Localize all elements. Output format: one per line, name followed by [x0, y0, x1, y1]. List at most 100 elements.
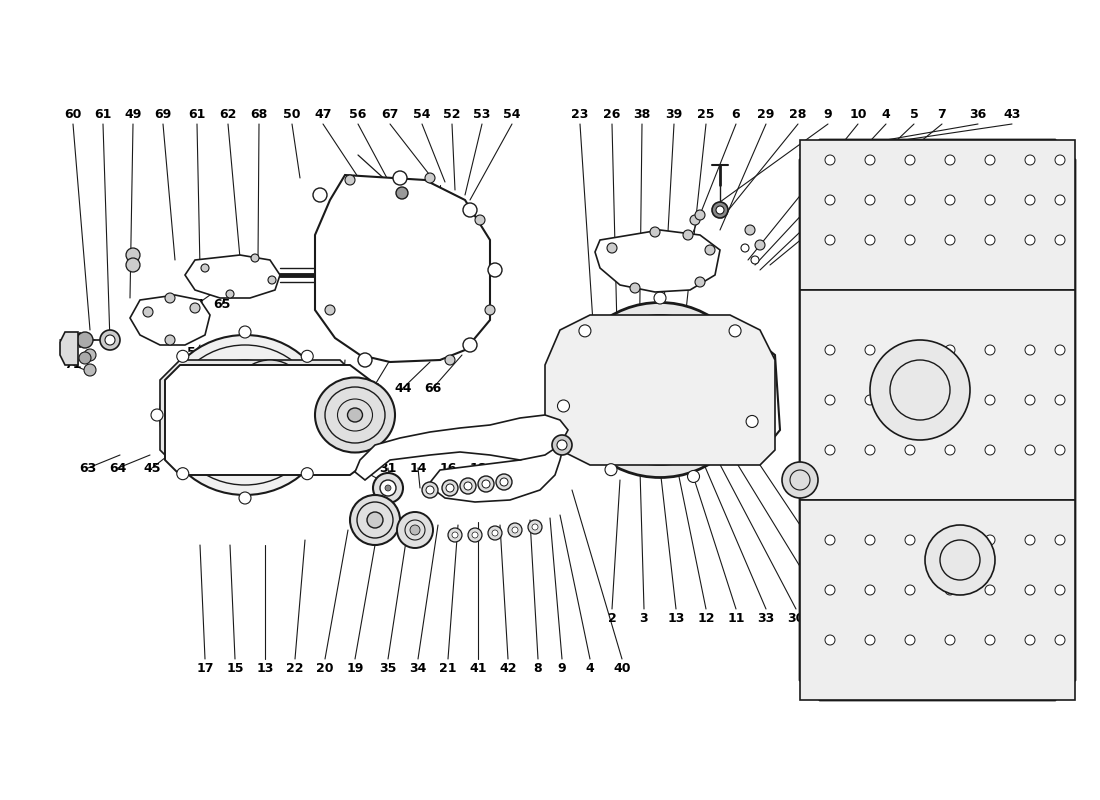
Circle shape — [865, 345, 874, 355]
Circle shape — [984, 195, 996, 205]
Circle shape — [478, 476, 494, 492]
Circle shape — [492, 530, 498, 536]
Circle shape — [905, 345, 915, 355]
Circle shape — [165, 293, 175, 303]
Polygon shape — [165, 365, 370, 475]
Circle shape — [745, 225, 755, 235]
Text: 9: 9 — [558, 662, 566, 674]
Text: 27: 27 — [847, 611, 865, 625]
Circle shape — [751, 256, 759, 264]
Circle shape — [1055, 235, 1065, 245]
Circle shape — [695, 277, 705, 287]
Text: 56: 56 — [350, 109, 366, 122]
Circle shape — [716, 206, 724, 214]
Circle shape — [460, 478, 476, 494]
Text: 64: 64 — [109, 462, 126, 474]
Text: 4: 4 — [585, 662, 594, 674]
Circle shape — [190, 303, 200, 313]
Circle shape — [177, 468, 189, 480]
Circle shape — [825, 195, 835, 205]
Text: 5: 5 — [910, 109, 918, 122]
Text: 22: 22 — [286, 662, 304, 674]
Text: 42: 42 — [499, 662, 517, 674]
Circle shape — [532, 524, 538, 530]
Circle shape — [177, 350, 189, 362]
Circle shape — [239, 492, 251, 504]
Circle shape — [746, 415, 758, 427]
Circle shape — [324, 305, 336, 315]
Circle shape — [251, 254, 258, 262]
Circle shape — [426, 486, 434, 494]
Circle shape — [1025, 635, 1035, 645]
Text: 19: 19 — [346, 662, 364, 674]
Circle shape — [552, 435, 572, 455]
Polygon shape — [800, 500, 1075, 700]
Circle shape — [314, 188, 327, 202]
Text: 68: 68 — [251, 109, 267, 122]
Circle shape — [741, 244, 749, 252]
Circle shape — [1055, 585, 1065, 595]
Polygon shape — [428, 440, 565, 502]
Circle shape — [268, 276, 276, 284]
Text: 17: 17 — [196, 662, 213, 674]
Circle shape — [825, 535, 835, 545]
Circle shape — [508, 523, 522, 537]
Circle shape — [729, 325, 741, 337]
Circle shape — [301, 468, 314, 480]
Text: 14: 14 — [409, 462, 427, 474]
Circle shape — [468, 528, 482, 542]
Circle shape — [482, 480, 490, 488]
Circle shape — [945, 155, 955, 165]
Text: 8: 8 — [534, 662, 542, 674]
Text: 12: 12 — [697, 611, 715, 625]
Circle shape — [865, 235, 874, 245]
Text: 16: 16 — [439, 462, 456, 474]
Ellipse shape — [160, 335, 330, 495]
Circle shape — [1025, 155, 1035, 165]
Circle shape — [126, 248, 140, 262]
Circle shape — [425, 173, 435, 183]
Text: 36: 36 — [969, 109, 987, 122]
Circle shape — [84, 349, 96, 361]
Circle shape — [945, 345, 955, 355]
Bar — [820, 320, 1055, 500]
Text: 6: 6 — [732, 109, 740, 122]
Circle shape — [104, 335, 116, 345]
Circle shape — [410, 525, 420, 535]
Text: 55: 55 — [334, 382, 352, 394]
Circle shape — [650, 227, 660, 237]
Circle shape — [345, 175, 355, 185]
Circle shape — [485, 305, 495, 315]
Circle shape — [446, 355, 455, 365]
Circle shape — [925, 525, 996, 595]
Circle shape — [1025, 535, 1035, 545]
Circle shape — [945, 635, 955, 645]
Circle shape — [226, 290, 234, 298]
Circle shape — [1055, 195, 1065, 205]
Text: 71: 71 — [64, 358, 81, 371]
Circle shape — [79, 352, 91, 364]
Circle shape — [1025, 235, 1035, 245]
Circle shape — [984, 155, 996, 165]
Circle shape — [327, 409, 339, 421]
Circle shape — [1025, 585, 1035, 595]
Text: 58: 58 — [243, 462, 261, 474]
Text: 60: 60 — [64, 109, 81, 122]
Text: 33: 33 — [758, 611, 774, 625]
Circle shape — [865, 535, 874, 545]
Text: 2: 2 — [607, 611, 616, 625]
Text: 66: 66 — [425, 382, 441, 394]
Text: 65: 65 — [213, 298, 231, 311]
Circle shape — [945, 535, 955, 545]
Circle shape — [865, 635, 874, 645]
Bar — [355, 235, 425, 295]
Circle shape — [905, 155, 915, 165]
Circle shape — [630, 283, 640, 293]
Circle shape — [755, 240, 764, 250]
Text: 9: 9 — [824, 109, 833, 122]
Text: 26: 26 — [603, 109, 620, 122]
Circle shape — [945, 395, 955, 405]
Ellipse shape — [235, 406, 255, 424]
Circle shape — [1055, 155, 1065, 165]
Circle shape — [1055, 445, 1065, 455]
